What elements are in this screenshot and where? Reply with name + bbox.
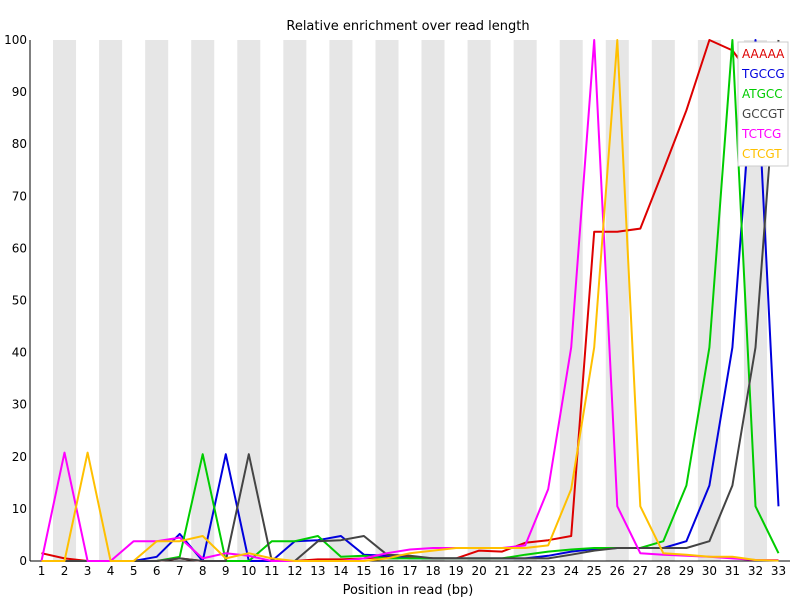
x-tick-label: 27 <box>633 564 648 578</box>
x-tick-label: 7 <box>176 564 184 578</box>
y-tick-label: 90 <box>12 85 27 99</box>
grid-band <box>145 40 169 561</box>
legend-entry-atgcc: ATGCC <box>742 87 783 101</box>
legend-entry-aaaaa: AAAAA <box>742 47 785 61</box>
y-tick-label: 70 <box>12 189 27 203</box>
x-tick-label: 25 <box>587 564 602 578</box>
x-tick-label: 17 <box>402 564 417 578</box>
x-tick-label: 13 <box>310 564 325 578</box>
x-tick-label: 4 <box>107 564 115 578</box>
x-tick-label: 21 <box>494 564 509 578</box>
grid-band <box>421 40 445 561</box>
y-tick-label: 100 <box>4 33 27 47</box>
legend: AAAAA TGCCG ATGCC GCCGT TCTCG CTCGT <box>737 41 789 167</box>
legend-entry-tgccg: TGCCG <box>741 67 785 81</box>
grid-band <box>513 40 537 561</box>
grid-band <box>559 40 583 561</box>
grid-band <box>605 40 629 561</box>
grid-band <box>99 40 123 561</box>
series-lines <box>40 39 780 562</box>
grid-band <box>191 40 215 561</box>
series-line-gccgt <box>41 39 780 562</box>
x-axis-label: Position in read (bp) <box>343 583 474 598</box>
x-tick-label: 32 <box>748 564 763 578</box>
y-tick-label: 0 <box>19 554 27 568</box>
y-tick-label: 40 <box>12 346 27 360</box>
x-tick-label: 31 <box>725 564 740 578</box>
grid-band <box>237 40 261 561</box>
grid-band <box>53 40 77 561</box>
grid-band <box>329 40 353 561</box>
legend-box <box>737 41 789 167</box>
legend-entry-ctcgt: CTCGT <box>742 147 782 161</box>
x-tick-label: 8 <box>199 564 207 578</box>
x-tick-label: 33 <box>771 564 786 578</box>
y-tick-label: 80 <box>12 137 27 151</box>
x-tick-label: 29 <box>679 564 694 578</box>
x-tick-label: 18 <box>425 564 440 578</box>
chart-title: Relative enrichment over read length <box>286 19 529 34</box>
x-tick-label: 10 <box>241 564 256 578</box>
x-tick-label: 5 <box>130 564 138 578</box>
legend-entry-tctcg: TCTCG <box>741 127 781 141</box>
x-tick-label: 12 <box>287 564 302 578</box>
y-tick-label: 60 <box>12 241 27 255</box>
x-tick-label: 14 <box>333 564 348 578</box>
y-tick-labels: 0 10 20 30 40 50 60 70 80 90 100 <box>4 33 27 568</box>
grid-band <box>375 40 399 561</box>
grid-band <box>697 40 721 561</box>
x-tick-label: 16 <box>379 564 394 578</box>
x-tick-label: 26 <box>610 564 625 578</box>
grid-band <box>467 40 491 561</box>
x-tick-label: 2 <box>61 564 69 578</box>
y-tick-label: 10 <box>12 502 27 516</box>
y-tick-label: 30 <box>12 398 27 412</box>
x-tick-labels: 1 2 3 4 5 6 7 8 9 10 11 12 13 14 15 16 17 18 19 20 21 22 23 24 2… <box>38 564 786 578</box>
x-tick-label: 20 <box>471 564 486 578</box>
x-tick-label: 24 <box>564 564 579 578</box>
x-tick-label: 28 <box>656 564 671 578</box>
x-tick-label: 23 <box>541 564 556 578</box>
x-tick-label: 30 <box>702 564 717 578</box>
x-tick-label: 6 <box>153 564 161 578</box>
axes <box>29 40 790 562</box>
x-tick-label: 22 <box>518 564 533 578</box>
series-line-tctcg <box>40 39 779 562</box>
x-tick-label: 11 <box>264 564 279 578</box>
series-line-ctcgt <box>41 39 779 562</box>
x-tick-label: 1 <box>38 564 46 578</box>
x-tick-label: 15 <box>356 564 371 578</box>
grid-bands <box>53 40 767 561</box>
y-tick-label: 50 <box>12 294 27 308</box>
x-tick-label: 9 <box>222 564 230 578</box>
x-tick-label: 19 <box>448 564 463 578</box>
legend-entry-gccgt: GCCGT <box>742 107 785 121</box>
grid-band <box>651 40 675 561</box>
y-tick-label: 20 <box>12 450 27 464</box>
grid-band <box>283 40 307 561</box>
x-tick-label: 3 <box>84 564 92 578</box>
